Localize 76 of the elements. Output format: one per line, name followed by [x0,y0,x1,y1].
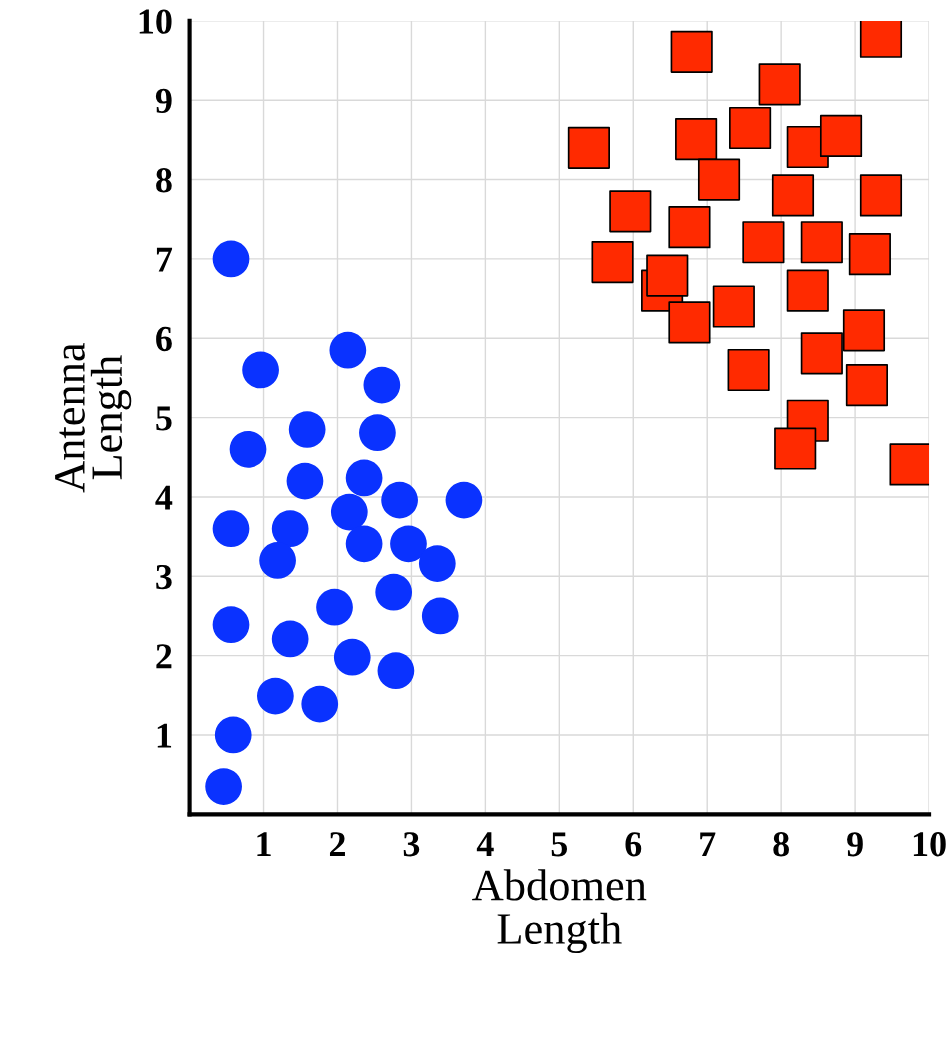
point [819,114,863,158]
y-tick-label: 7 [156,247,173,272]
point [212,606,250,644]
point [271,620,309,658]
point [212,510,250,548]
point [771,174,815,217]
point [670,30,713,73]
x-tick-label: 5 [551,832,568,857]
point [567,126,610,169]
point [214,716,252,754]
point [889,443,930,486]
point [848,233,891,276]
point [271,510,309,548]
y-tick-label: 6 [156,326,172,352]
y-tick-label: 9 [155,88,172,114]
point [421,597,459,635]
point [205,768,242,805]
point [774,427,817,470]
point [330,493,368,531]
point [646,254,689,297]
y-tick-label: 4 [155,485,173,510]
point [329,331,367,369]
y-tick-label: 10 [139,9,172,34]
y-axis-title: Antenna Length [55,342,132,493]
point [609,190,652,233]
x-tick-label: 6 [625,832,642,857]
point [742,221,785,264]
y-tick-label: 3 [156,564,172,590]
point [212,240,250,278]
point [381,481,418,519]
point [668,301,711,344]
point [316,588,353,626]
point [845,363,889,407]
point [286,462,324,500]
y-tick-label: 5 [156,406,172,431]
point [363,366,401,404]
point [758,63,801,106]
point [345,525,383,563]
point [259,542,296,579]
x-tick-label: 8 [773,832,789,857]
point [229,430,267,468]
point [288,411,326,448]
point [242,351,279,389]
point [301,685,339,723]
x-tick-label: 3 [403,832,420,857]
point [786,269,829,312]
point [712,285,755,328]
x-tick-label: 1 [257,832,271,857]
point [390,525,427,563]
point [668,206,711,249]
x-tick-label: 7 [700,832,716,857]
x-axis-title: Abdomen Length [472,869,647,954]
point [345,459,383,497]
point [377,652,415,690]
point [333,638,371,676]
y-tick-label: 2 [156,644,172,669]
point [859,174,903,217]
point [418,545,456,582]
x-tick-label: 9 [847,832,863,857]
x-tick-label: 2 [329,832,345,857]
point [257,677,294,715]
point [842,309,886,352]
point [675,118,718,161]
point [727,348,770,392]
point [800,332,843,375]
y-tick-label: 1 [157,723,172,748]
x-tick-label: 4 [476,832,494,857]
point [375,573,413,611]
point [729,106,772,150]
point [697,158,741,201]
x-tick-label: 10 [913,832,946,857]
point [800,221,843,264]
y-tick-label: 8 [156,168,172,193]
point [591,241,634,284]
point [359,414,396,452]
point [445,481,483,519]
